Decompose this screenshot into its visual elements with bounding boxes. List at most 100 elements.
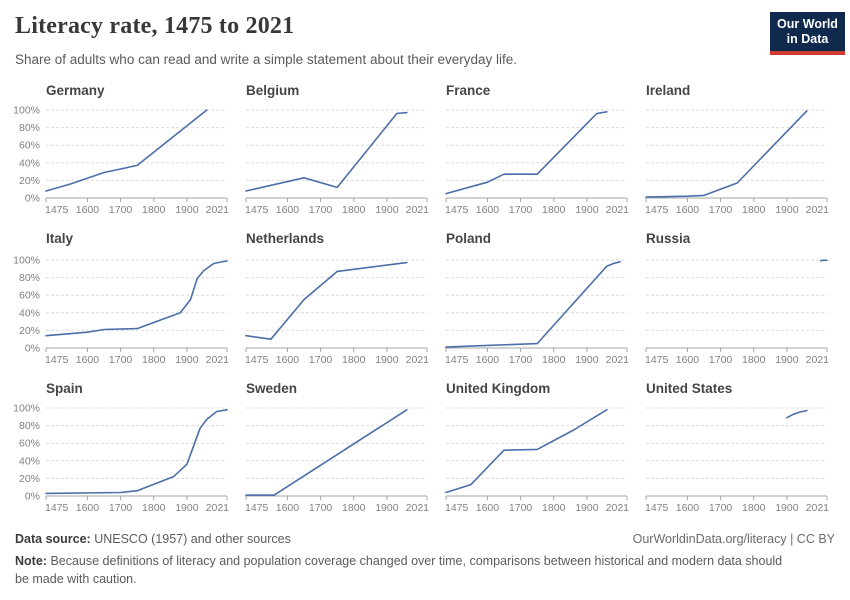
x-tick-label: 1475 [45, 502, 69, 514]
chart-panel-belgium: 1475 1600 1700 1800 1900 2021 [245, 109, 429, 216]
x-tick-label: 1475 [445, 502, 469, 514]
x-tick-label: 1800 [142, 354, 166, 366]
x-tick-label: 1600 [476, 354, 500, 366]
x-tick-label: 1700 [309, 354, 333, 366]
x-tick-label: 1800 [542, 502, 566, 514]
x-tick-label: 1800 [342, 354, 366, 366]
x-tick-label: 1600 [676, 204, 700, 216]
y-tick-label: 0% [25, 491, 40, 503]
x-tick-label: 1700 [109, 354, 133, 366]
x-tick-label: 1900 [775, 204, 799, 216]
x-tick-label: 1475 [245, 204, 269, 216]
footer-note: Note: Because definitions of literacy an… [15, 553, 837, 589]
x-tick-label: 1700 [109, 502, 133, 514]
x-tick-label: 1475 [245, 354, 269, 366]
x-tick-label: 2021 [206, 354, 230, 366]
x-tick-label: 1475 [245, 502, 269, 514]
y-tick-label: 40% [19, 455, 40, 467]
x-tick-label: 1700 [709, 204, 733, 216]
page-subtitle: Share of adults who can read and write a… [15, 52, 518, 67]
panel-title-united-kingdom: United Kingdom [446, 381, 551, 396]
x-tick-label: 1475 [445, 204, 469, 216]
data-source-text: UNESCO (1957) and other sources [90, 532, 291, 546]
note-line1: Because definitions of literacy and popu… [50, 554, 783, 568]
chart-panel-france: 1475 1600 1700 1800 1900 2021 [445, 109, 630, 216]
chart-panel-spain: 1475 1600 1700 1800 1900 2021 0% 20% 40% 60% 80% 10… [13, 403, 230, 515]
x-tick-label: 1900 [375, 204, 399, 216]
line-series-ireland [645, 110, 808, 198]
x-tick-label: 1475 [645, 502, 669, 514]
x-tick-label: 2021 [206, 502, 230, 514]
x-tick-label: 1900 [375, 502, 399, 514]
x-tick-label: 1600 [276, 204, 300, 216]
x-tick-label: 1600 [276, 354, 300, 366]
line-series-france [445, 111, 608, 195]
x-tick-label: 1900 [575, 204, 599, 216]
y-tick-label: 0% [25, 343, 40, 355]
x-tick-label: 1600 [676, 502, 700, 514]
x-tick-label: 1600 [676, 354, 700, 366]
y-tick-label: 40% [19, 157, 40, 169]
panel-title-united-states: United States [646, 381, 733, 396]
x-tick-label: 2021 [806, 204, 830, 216]
x-tick-label: 1900 [575, 354, 599, 366]
y-tick-label: 80% [19, 122, 40, 134]
x-tick-label: 1700 [709, 502, 733, 514]
line-series-italy [45, 260, 228, 337]
line-series-united-states [786, 409, 808, 419]
line-series-united-kingdom [445, 409, 608, 494]
x-tick-label: 2021 [606, 502, 630, 514]
y-tick-label: 0% [25, 193, 40, 205]
data-source-line: Data source: UNESCO (1957) and other sou… [15, 532, 291, 546]
x-tick-label: 1900 [175, 204, 199, 216]
x-tick-label: 1800 [542, 354, 566, 366]
panel-title-sweden: Sweden [246, 381, 298, 396]
chart-panel-sweden: 1475 1600 1700 1800 1900 2021 [245, 407, 430, 514]
panel-title-germany: Germany [46, 83, 105, 98]
x-tick-label: 1600 [76, 354, 100, 366]
chart-panel-italy: 1475 1600 1700 1800 1900 2021 0% 20% 40% 60% 80% 10… [13, 255, 230, 367]
note-line2: be made with caution. [15, 571, 137, 586]
logo-line2: in Data [786, 32, 829, 46]
x-tick-label: 2021 [606, 204, 630, 216]
chart-panel-united-kingdom: 1475 1600 1700 1800 1900 2021 [445, 407, 630, 514]
x-tick-label: 2021 [406, 354, 430, 366]
x-tick-label: 1700 [509, 204, 533, 216]
x-tick-label: 2021 [406, 502, 430, 514]
panel-title-russia: Russia [646, 231, 691, 246]
owid-logo[interactable]: Our World in Data [770, 12, 845, 55]
x-tick-label: 1600 [76, 204, 100, 216]
y-tick-label: 80% [19, 272, 40, 284]
x-tick-label: 1800 [742, 204, 766, 216]
x-tick-label: 1700 [309, 502, 333, 514]
logo-line1: Our World [777, 17, 838, 31]
chart-panel-russia: 1475 1600 1700 1800 1900 2021 [645, 259, 829, 366]
x-tick-label: 1475 [645, 204, 669, 216]
x-tick-label: 1800 [342, 204, 366, 216]
y-tick-label: 20% [19, 325, 40, 337]
panel-title-italy: Italy [46, 231, 74, 246]
x-tick-label: 1475 [445, 354, 469, 366]
x-tick-label: 1800 [742, 354, 766, 366]
y-tick-label: 60% [19, 290, 40, 302]
chart-panel-netherlands: 1475 1600 1700 1800 1900 2021 [245, 259, 430, 366]
line-series-belgium [245, 111, 408, 192]
line-series-netherlands [245, 261, 408, 340]
x-tick-label: 1800 [142, 204, 166, 216]
chart-panel-united-states: 1475 1600 1700 1800 1900 2021 [645, 407, 829, 514]
line-series-germany [45, 109, 208, 192]
x-tick-label: 2021 [206, 204, 230, 216]
x-tick-label: 1900 [775, 354, 799, 366]
x-tick-label: 1600 [276, 502, 300, 514]
x-tick-label: 1800 [142, 502, 166, 514]
y-tick-label: 60% [19, 140, 40, 152]
panel-title-netherlands: Netherlands [246, 231, 325, 246]
x-tick-label: 1800 [742, 502, 766, 514]
x-tick-label: 1475 [645, 354, 669, 366]
x-tick-label: 1900 [175, 354, 199, 366]
x-tick-label: 1700 [109, 204, 133, 216]
note-label: Note: [15, 554, 47, 568]
x-tick-label: 1800 [542, 204, 566, 216]
footer-link[interactable]: OurWorldinData.org/literacy | CC BY [632, 532, 835, 546]
